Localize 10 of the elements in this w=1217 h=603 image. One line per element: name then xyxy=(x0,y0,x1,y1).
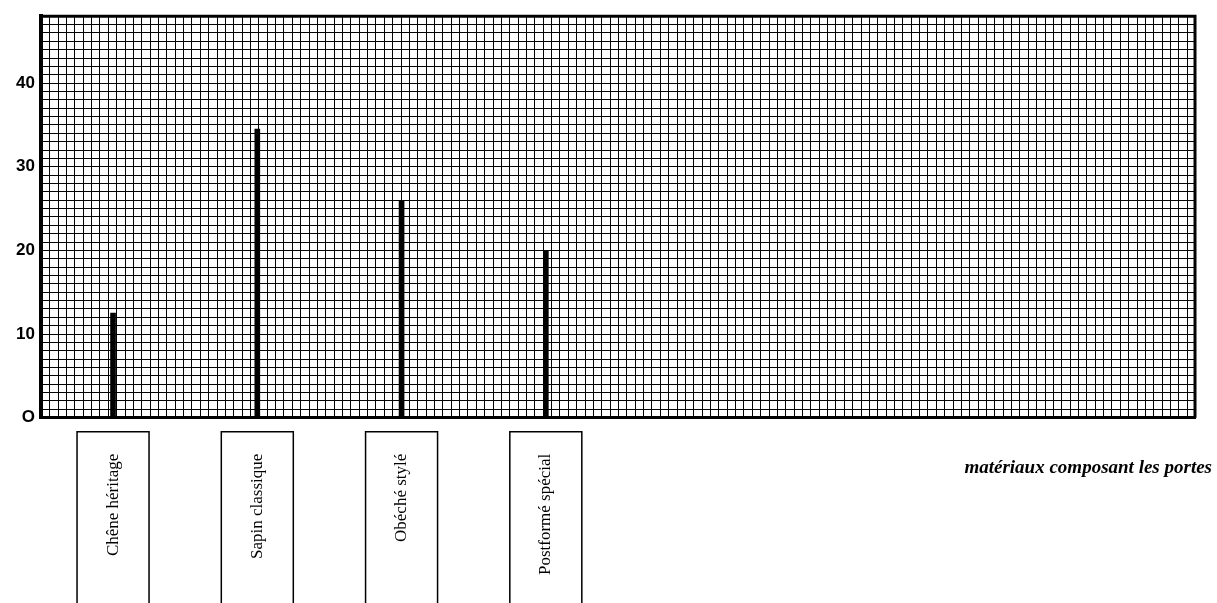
y-tick-label: 30 xyxy=(15,156,35,176)
y-tick-label: 40 xyxy=(15,72,35,92)
x-axis-title: matériaux composant les portes xyxy=(964,455,1212,477)
y-tick-label: 10 xyxy=(15,323,35,343)
x-tick-label: Sapin classique xyxy=(246,453,266,559)
y-tick-label: O xyxy=(21,407,35,427)
x-tick-label: Postformé spécial xyxy=(535,453,555,576)
x-tick-label: Chêne héritage xyxy=(102,453,122,557)
y-tick-label: 20 xyxy=(15,240,35,260)
x-tick-label: Obéché stylé xyxy=(391,453,411,542)
